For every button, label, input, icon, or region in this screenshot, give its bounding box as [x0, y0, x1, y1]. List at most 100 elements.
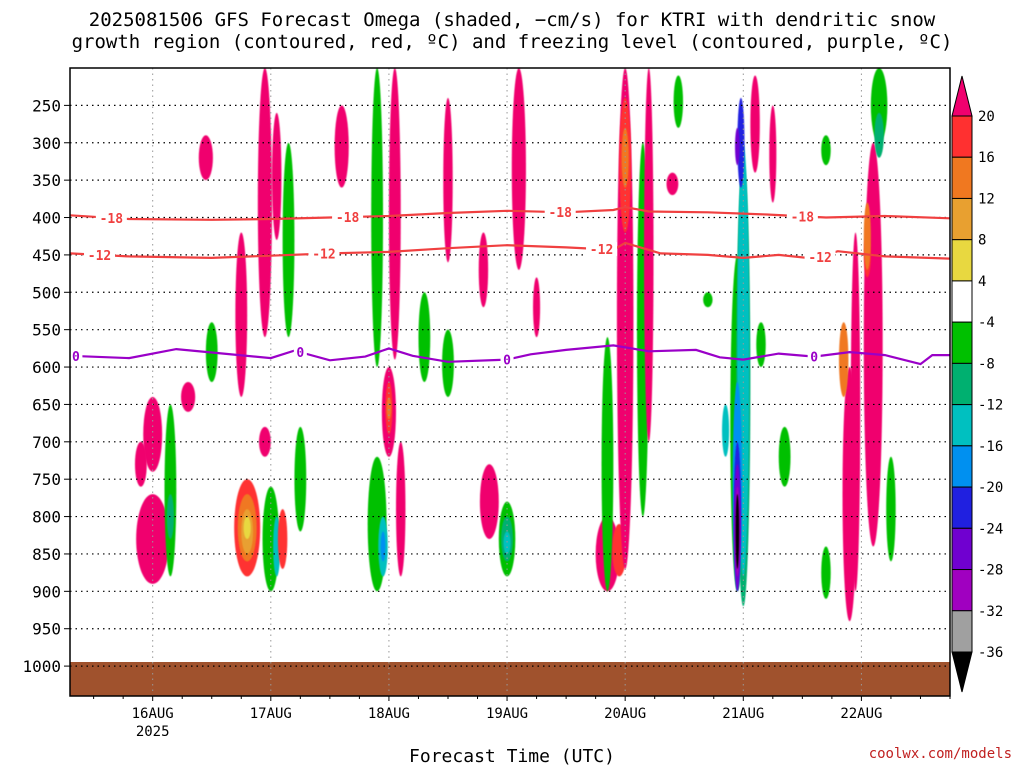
colorbar-swatch [951, 156, 973, 199]
omega-cell [164, 404, 177, 577]
contour-label-bg [70, 349, 83, 364]
contour-label-bg [84, 247, 116, 262]
x-tick-label: 21AUG [722, 706, 764, 722]
x-tick-label: 22AUG [840, 706, 882, 722]
omega-cell [478, 232, 489, 308]
contour-label: -18 [336, 211, 360, 226]
omega-cell [533, 277, 541, 338]
y-tick-label: 400 [32, 209, 61, 228]
colorbar-bottom-arrow [951, 651, 973, 693]
colorbar-label: 16 [978, 150, 995, 166]
y-tick-label: 450 [32, 246, 61, 265]
source-credit[interactable]: coolwx.com/models [868, 746, 1012, 762]
y-tick-label: 750 [32, 470, 61, 489]
omega-cell [821, 546, 831, 599]
colorbar-label: -20 [978, 480, 1003, 496]
y-tick-label: 550 [32, 321, 61, 340]
x-tick-label: 18AUG [368, 706, 410, 722]
omega-cell [380, 531, 386, 562]
omega-cell [396, 441, 406, 577]
omega-cell [666, 172, 679, 196]
colorbar-label: -4 [978, 315, 995, 331]
contour-label: 0 [810, 351, 818, 366]
contour-label: 0 [296, 346, 304, 361]
x-axis: 16AUG 2025 17AUG 18AUG 19AUG 20AUG 21AUG 22AUG [93, 696, 951, 740]
contour-line [70, 344, 950, 366]
omega-cell [271, 112, 282, 240]
colorbar-swatch [951, 197, 973, 241]
y-tick-label: 350 [32, 171, 61, 190]
colorbar-label: -36 [978, 645, 1003, 661]
y-axis: 250 300 350 400 450 500 550 600 650 700 750 800 850 9… [22, 96, 70, 676]
colorbar-swatch [951, 486, 973, 529]
omega-cell [874, 112, 884, 158]
colorbar-label: -12 [978, 398, 1003, 414]
colorbar-swatch [951, 239, 973, 282]
omega-cell [737, 97, 745, 188]
y-tick-label: 500 [32, 283, 61, 302]
y-tick-label: 700 [32, 433, 61, 452]
omega-cell [722, 404, 730, 457]
colorbar-swatch [951, 445, 973, 488]
y-tick-label: 650 [32, 395, 61, 414]
omega-cell [181, 382, 196, 412]
colorbar-swatch [951, 362, 973, 406]
omega-shading [134, 68, 896, 622]
contour-label-bg [586, 242, 618, 257]
omega-cell [778, 426, 791, 487]
omega-cell [703, 292, 713, 308]
omega-cell [136, 494, 170, 584]
contour-label-bg [95, 210, 127, 225]
colorbar-top-arrow [951, 75, 973, 117]
colorbar-label: 8 [978, 233, 986, 249]
y-tick-label: 300 [32, 134, 61, 153]
omega-cell [838, 322, 849, 397]
omega-cell [673, 75, 684, 128]
colorbar-label: -28 [978, 563, 1003, 579]
omega-cell [143, 396, 163, 472]
contour-label: -12 [312, 248, 335, 263]
y-tick-label: 950 [32, 620, 61, 639]
omega-cell [334, 105, 349, 188]
colorbar-label: 12 [978, 191, 995, 207]
omega-cell [750, 75, 760, 173]
below-ground-region [70, 662, 950, 696]
omega-cell [886, 456, 896, 562]
colorbar-label: -16 [978, 439, 1003, 455]
contour-label-bg [332, 210, 364, 225]
omega-cell [257, 68, 272, 338]
contour-label: 0 [503, 354, 511, 369]
colorbar-swatch [951, 404, 973, 447]
x-tick-label: 20AUG [604, 706, 646, 722]
y-tick-label: 850 [32, 545, 61, 564]
contour-label: -12 [590, 243, 613, 258]
omega-cell [863, 202, 871, 270]
contour-label-bg [807, 349, 821, 364]
omega-cell [511, 68, 526, 270]
omega-cell [388, 68, 401, 360]
grid-lines [70, 68, 950, 696]
contour-label-bg [786, 209, 818, 224]
contour-label: -12 [808, 251, 831, 266]
omega-cell [442, 329, 454, 397]
contour-label-bg [804, 249, 836, 264]
contour-label: 0 [72, 350, 80, 365]
colorbar-label: 4 [978, 274, 986, 290]
omega-cell [479, 464, 499, 539]
omega-cell [821, 135, 831, 166]
x-tick-sublabel: 2025 [136, 724, 170, 740]
omega-cell [443, 97, 453, 263]
y-tick-label: 600 [32, 358, 61, 377]
chart-title-line-2: growth region (contoured, red, ºC) and f… [71, 31, 953, 53]
omega-cell [769, 105, 777, 203]
contour-label-bg [544, 205, 576, 220]
omega-cell [134, 441, 147, 487]
x-tick-label: 19AUG [486, 706, 528, 722]
y-tick-label: 900 [32, 582, 61, 601]
y-tick-label: 800 [32, 508, 61, 527]
omega-cell [198, 135, 213, 181]
contour-label: -18 [548, 206, 572, 221]
colorbar-swatch [951, 321, 973, 364]
contour-label-bg [293, 345, 307, 360]
